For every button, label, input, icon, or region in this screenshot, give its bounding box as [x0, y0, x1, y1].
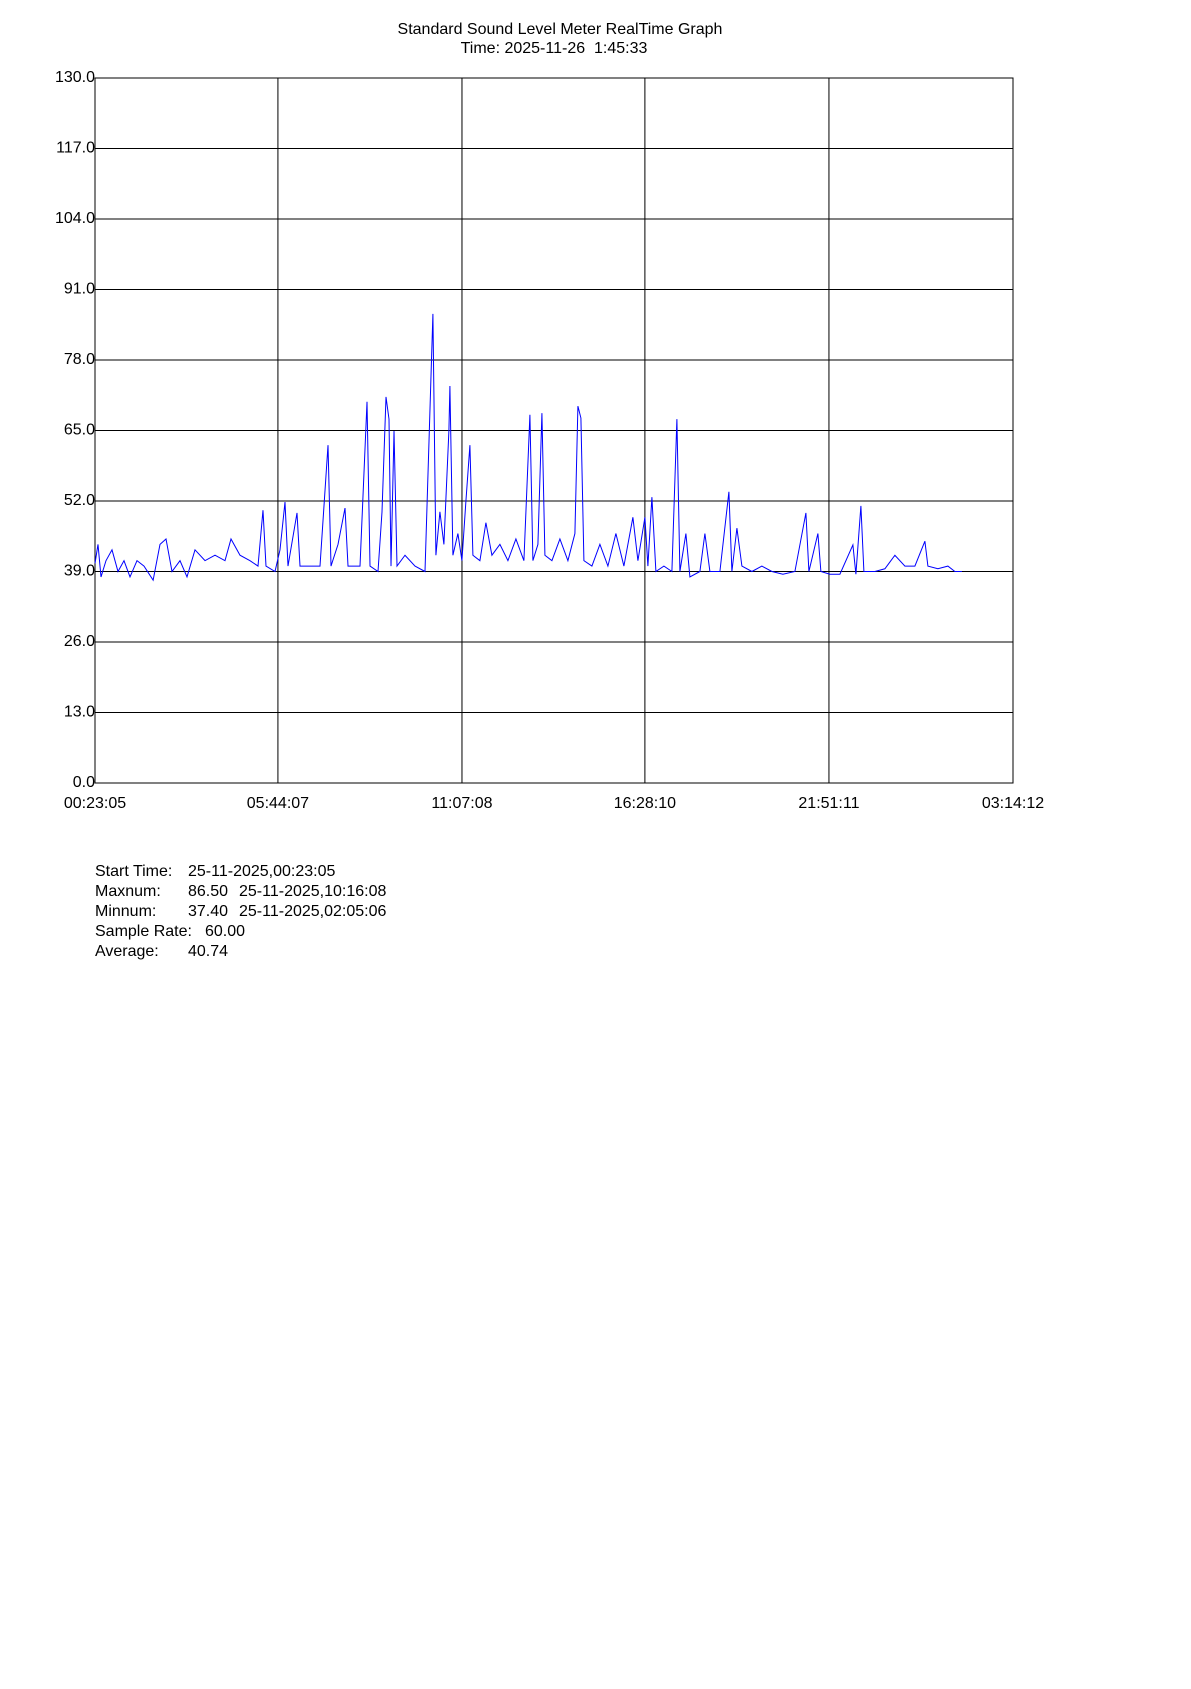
y-tick-label: 0.0	[73, 774, 95, 791]
y-tick-label: 130.0	[55, 69, 95, 86]
y-tick-label: 91.0	[64, 281, 95, 298]
x-tick-label: 16:28:10	[614, 795, 676, 812]
stat-text: Sample Rate:	[95, 923, 192, 940]
x-tick-label: 11:07:08	[431, 795, 492, 812]
y-tick-label: 117.0	[56, 140, 95, 157]
stat-text: Minnum:	[95, 903, 156, 920]
chart-title: Standard Sound Level Meter RealTime Grap…	[398, 21, 723, 38]
stat-text: 37.40	[188, 903, 228, 920]
x-tick-label: 21:51:11	[798, 795, 859, 812]
y-tick-label: 39.0	[64, 563, 95, 580]
y-tick-label: 13.0	[64, 704, 95, 721]
stat-text: 25-11-2025,02:05:06	[239, 903, 386, 920]
stat-text: Maxnum:	[95, 883, 161, 900]
y-tick-label: 52.0	[64, 492, 95, 509]
y-tick-label: 78.0	[64, 351, 95, 368]
y-tick-label: 104.0	[55, 210, 95, 227]
stat-text: 25-11-2025,00:23:05	[188, 863, 335, 880]
x-tick-label: 00:23:05	[64, 795, 126, 812]
stat-text: 60.00	[205, 923, 245, 940]
x-tick-label: 05:44:07	[247, 795, 309, 812]
data-line	[94, 313, 962, 582]
y-tick-label: 26.0	[64, 633, 95, 650]
x-tick-label: 03:14:12	[982, 795, 1044, 812]
y-tick-label: 65.0	[64, 422, 95, 439]
stat-text: Start Time:	[95, 863, 172, 880]
stat-text: 40.74	[188, 943, 228, 960]
stat-text: 86.50	[188, 883, 228, 900]
chart-subtitle: Time: 2025-11-26 1:45:33	[461, 40, 648, 57]
stat-text: 25-11-2025,10:16:08	[239, 883, 386, 900]
stat-text: Average:	[95, 943, 159, 960]
